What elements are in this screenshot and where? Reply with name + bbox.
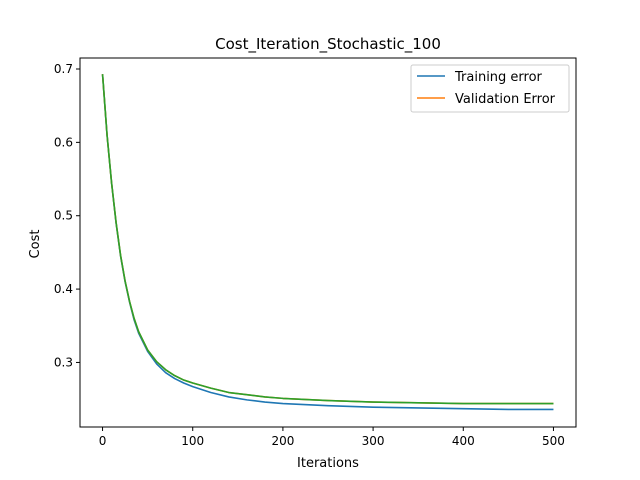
x-tick-label: 0 bbox=[99, 434, 107, 448]
legend-label-2: Validation Error bbox=[455, 92, 556, 107]
x-axis-label: Iterations bbox=[297, 456, 359, 471]
series-layer bbox=[101, 74, 554, 411]
x-tick-label: 300 bbox=[362, 434, 385, 448]
y-tick-label: 0.4 bbox=[54, 282, 73, 296]
plot-frame bbox=[79, 57, 577, 428]
legend-label-1: Training error bbox=[454, 70, 543, 85]
x-tick-label: 400 bbox=[452, 434, 475, 448]
x-tick-label: 100 bbox=[181, 434, 204, 448]
legend: Training error Validation Error bbox=[410, 64, 570, 113]
x-tick-label: 500 bbox=[542, 434, 565, 448]
y-axis-label: Cost bbox=[28, 230, 43, 259]
y-tick-label: 0.7 bbox=[54, 62, 73, 76]
legend-box bbox=[410, 64, 570, 113]
y-tick-label: 0.3 bbox=[54, 355, 73, 369]
y-tick-label: 0.6 bbox=[54, 135, 73, 149]
y-tick-label: 0.5 bbox=[54, 209, 73, 223]
x-tick-label: 200 bbox=[271, 434, 294, 448]
series-line-3 bbox=[101, 74, 554, 405]
chart-title: Cost_Iteration_Stochastic_100 bbox=[215, 35, 441, 54]
axes-layer: 0 100 200 300 400 500 0.3 0.4 0.5 0.6 0.7 bbox=[54, 57, 577, 448]
